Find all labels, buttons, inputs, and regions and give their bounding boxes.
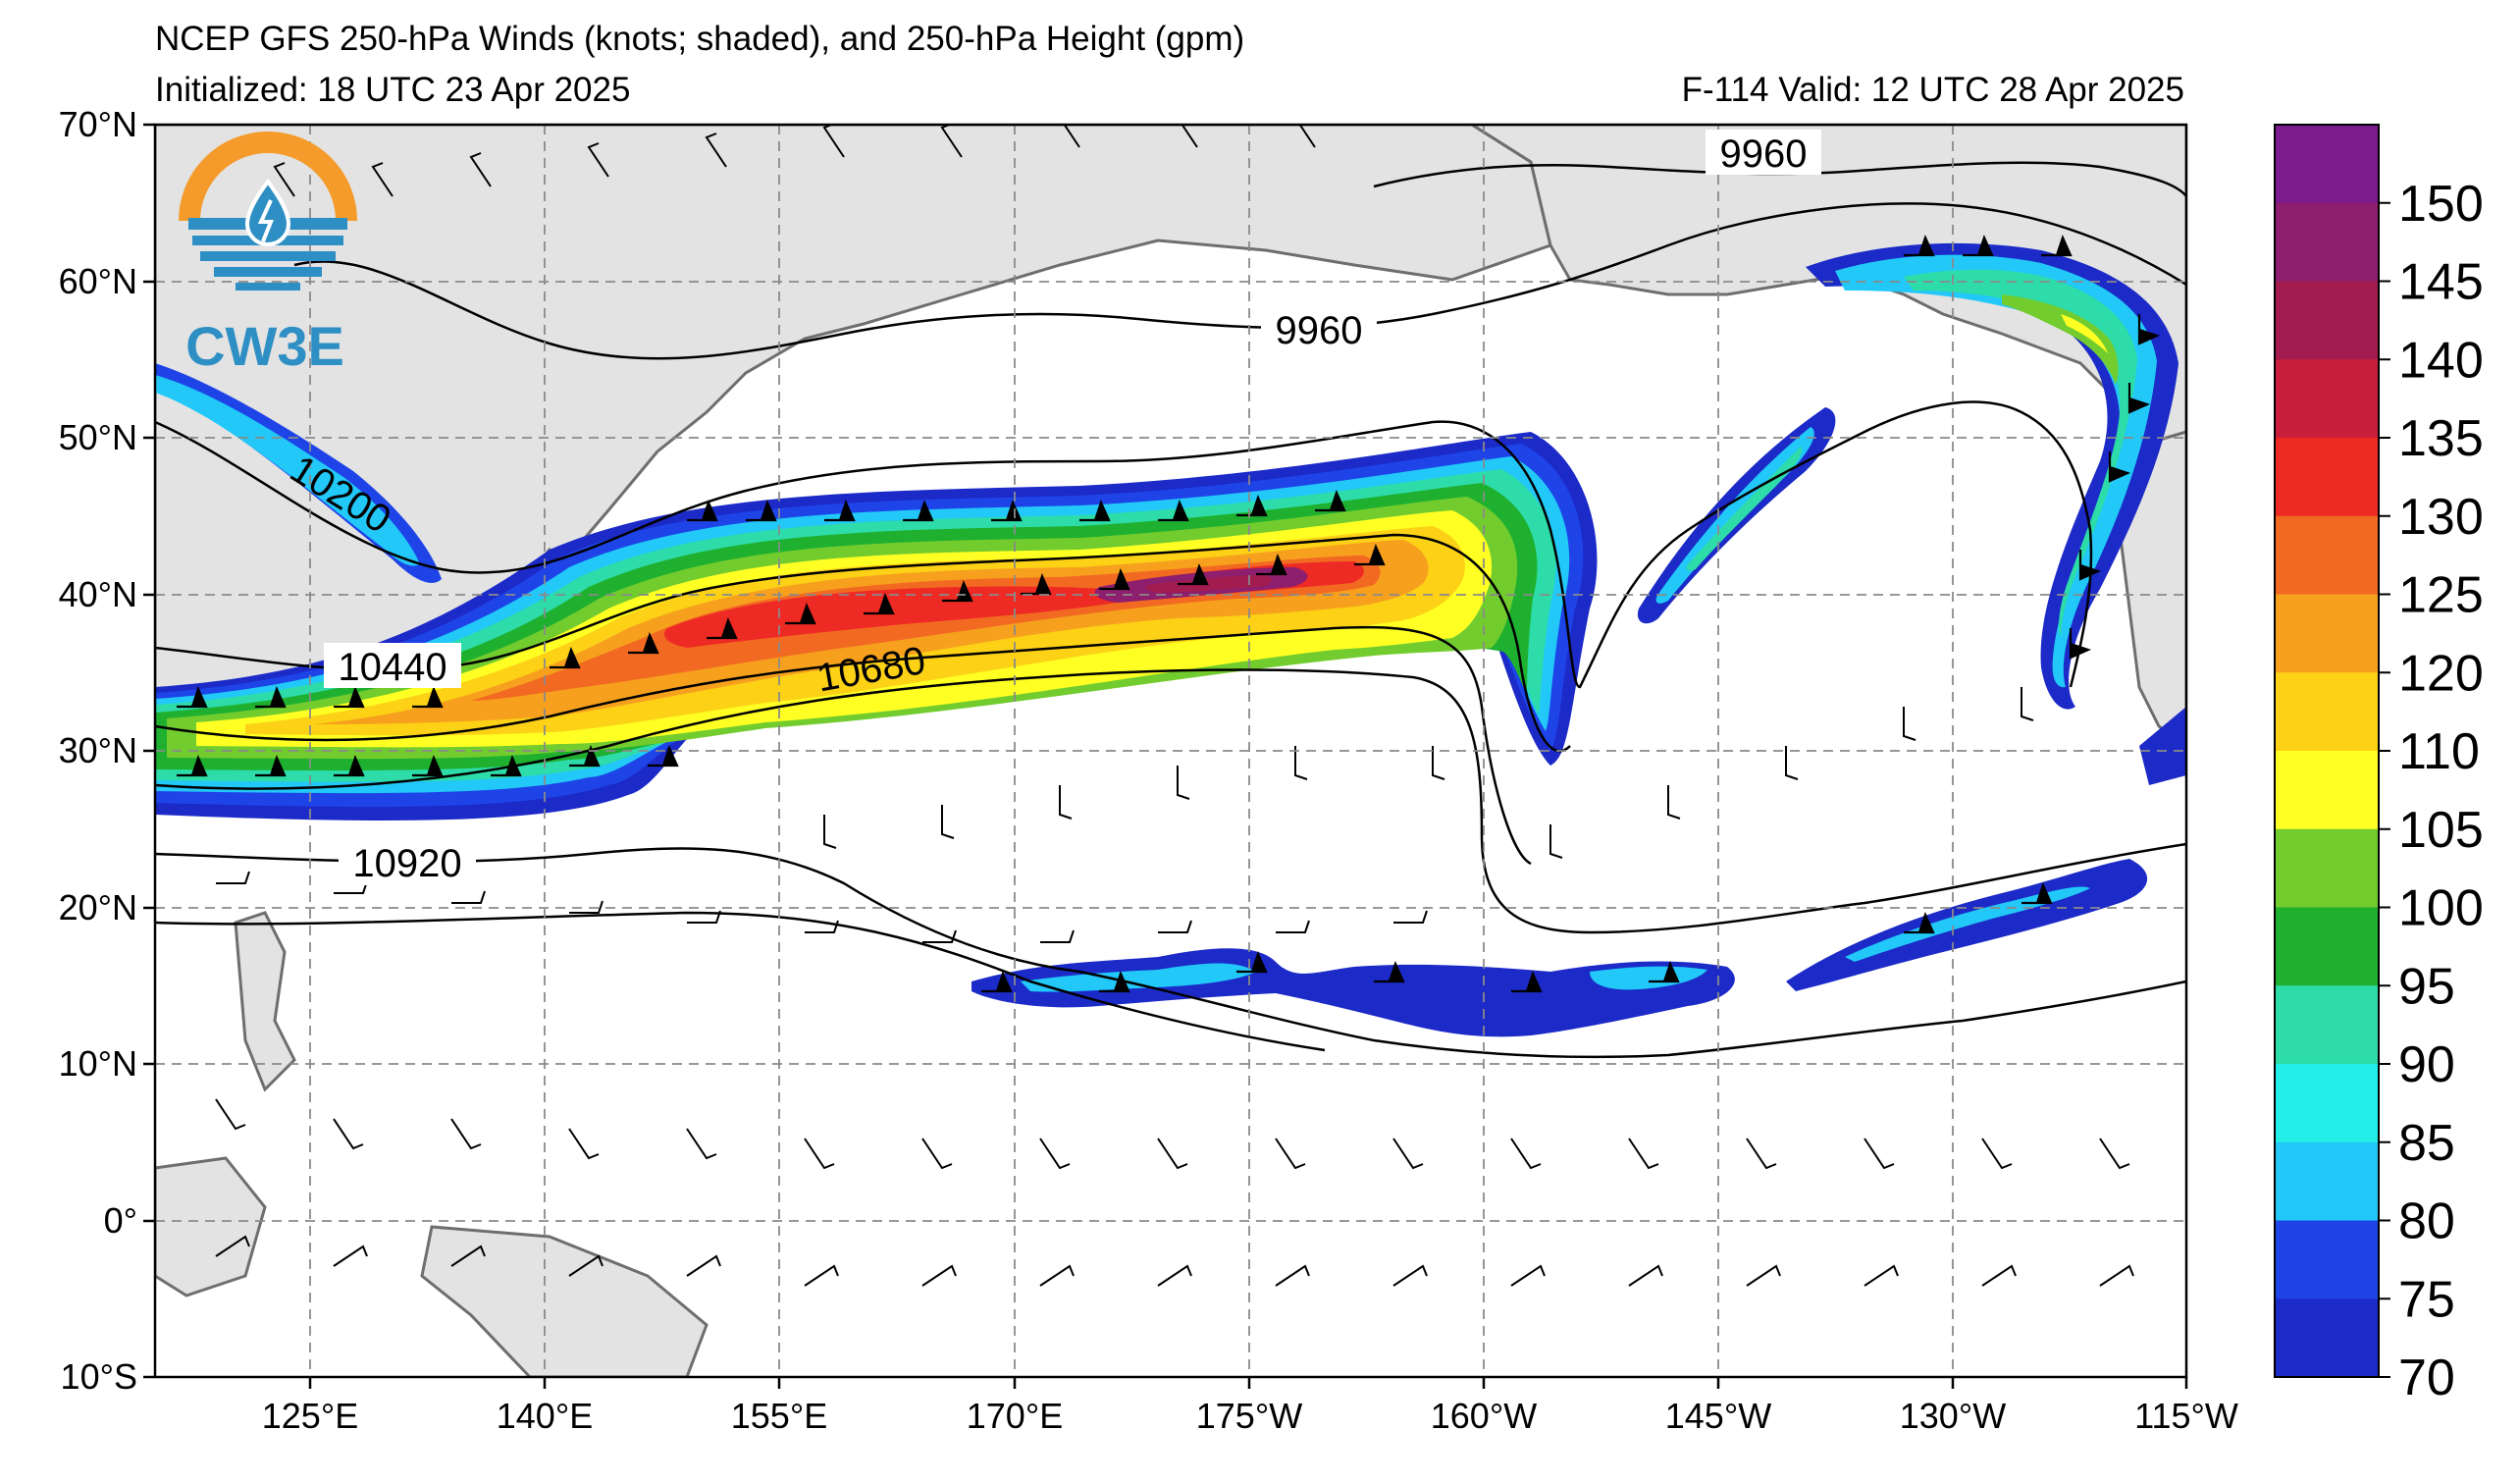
lat-label: 30°N <box>59 730 137 770</box>
contour-9960 <box>293 202 2186 360</box>
colorbar-tick-label: 150 <box>2398 176 2484 233</box>
colorbar-tick-label: 95 <box>2398 958 2455 1015</box>
lat-labels: 70°N 60°N 50°N 40°N 30°N 20°N 10°N 0° 10… <box>59 104 137 1397</box>
cw3e-logo: CW3E <box>179 132 357 377</box>
colorbar-cell <box>2275 359 2379 439</box>
colorbar-cell <box>2275 1141 2379 1221</box>
lat-label: 20°N <box>59 887 137 927</box>
initialized-time: Initialized: 18 UTC 23 Apr 2025 <box>155 71 631 109</box>
colorbar-tick-label: 145 <box>2398 254 2484 311</box>
lat-label: 50°N <box>59 417 137 457</box>
colorbar-tick-label: 135 <box>2398 410 2484 467</box>
map-title: NCEP GFS 250-hPa Winds (knots; shaded), … <box>155 20 1245 58</box>
colorbar-tick-label: 120 <box>2398 645 2484 702</box>
colorbar-tick-label: 70 <box>2398 1350 2455 1406</box>
lat-label: 70°N <box>59 104 137 144</box>
colorbar-tick-label: 75 <box>2398 1271 2455 1328</box>
colorbar-cell <box>2275 281 2379 360</box>
colorbar-cell <box>2275 1298 2379 1378</box>
colorbar-cell <box>2275 751 2379 830</box>
lon-label: 130°W <box>1900 1396 2006 1436</box>
lat-label: 10°S <box>61 1356 137 1397</box>
lon-label: 170°E <box>967 1396 1063 1436</box>
colorbar-cell <box>2275 125 2379 204</box>
colorbar-tick-label: 85 <box>2398 1115 2455 1172</box>
borneo-land <box>155 1156 267 1298</box>
valid-time: F-114 Valid: 12 UTC 28 Apr 2025 <box>1681 71 2184 109</box>
logo-sun-arc <box>179 132 357 222</box>
contour-10920 <box>155 847 2186 1059</box>
lat-ticks <box>143 123 155 1379</box>
colorbar-cell <box>2275 438 2379 517</box>
contour-9960-north <box>1373 161 2186 197</box>
lon-label: 155°E <box>731 1396 827 1436</box>
logo-text: CW3E <box>185 315 344 377</box>
philippines-land <box>234 911 296 1092</box>
colorbar-cell <box>2275 202 2379 282</box>
lon-ticks <box>308 1377 2188 1389</box>
colorbar-tick-label: 105 <box>2398 802 2484 859</box>
contour-10560 <box>155 625 1532 866</box>
colorbar-tick-label: 125 <box>2398 567 2484 624</box>
colorbar-tick-labels: 150 145 140 135 130 125 120 110 105 100 95 90 85 80 75… <box>2379 176 2484 1406</box>
contour-10680 <box>155 668 2186 934</box>
contour-label-10440: 10440 <box>338 646 446 689</box>
colorbar-cell <box>2275 1064 2379 1143</box>
lon-label: 175°W <box>1196 1396 1302 1436</box>
lon-label: 115°W <box>2134 1396 2238 1436</box>
colorbar-cells <box>2275 125 2379 1378</box>
lat-label: 60°N <box>59 261 137 301</box>
lon-label: 160°W <box>1431 1396 1537 1436</box>
lat-label: 0° <box>104 1200 137 1241</box>
colorbar-cell <box>2275 985 2379 1065</box>
colorbar-tick-label: 100 <box>2398 880 2484 937</box>
colorbar-cell <box>2275 594 2379 673</box>
colorbar-tick-label: 130 <box>2398 489 2484 546</box>
contour-10800 <box>155 911 1326 1052</box>
colorbar-tick-label: 140 <box>2398 332 2484 389</box>
new-guinea-land <box>420 1225 709 1377</box>
light-wind-barbs <box>215 125 2134 1287</box>
colorbar-cell <box>2275 907 2379 986</box>
water-drop-icon <box>244 178 291 246</box>
lon-label: 125°E <box>262 1396 358 1436</box>
colorbar-cell <box>2275 1220 2379 1299</box>
colorbar-tick-label: 80 <box>2398 1193 2455 1250</box>
colorbar-cell <box>2275 672 2379 752</box>
colorbar-tick-label: 90 <box>2398 1036 2455 1093</box>
lightning-icon <box>257 199 274 242</box>
lat-label: 40°N <box>59 574 137 614</box>
lat-label: 10°N <box>59 1043 137 1084</box>
contour-label-10920: 10920 <box>352 842 461 885</box>
lon-labels: 125°E 140°E 155°E 170°E 175°W 160°W 145°… <box>262 1396 2238 1436</box>
lon-label: 145°W <box>1665 1396 1771 1436</box>
colorbar: 150 145 140 135 130 125 120 110 105 100 95 90 85 80 75… <box>2274 124 2484 1406</box>
graticule <box>155 125 2186 1377</box>
contour-10200 <box>155 400 2093 689</box>
lon-label: 140°E <box>497 1396 593 1436</box>
wind-barbs <box>177 234 2161 993</box>
contour-label-9960: 9960 <box>1276 309 1363 352</box>
colorbar-cell <box>2275 515 2379 595</box>
colorbar-tick-label: 110 <box>2398 723 2480 780</box>
colorbar-cell <box>2275 828 2379 908</box>
contour-label-9960-top: 9960 <box>1720 132 1808 176</box>
